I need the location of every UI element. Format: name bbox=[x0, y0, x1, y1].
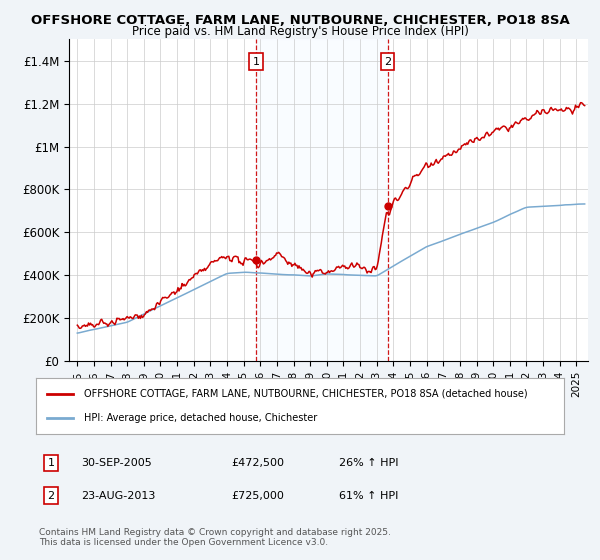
Text: OFFSHORE COTTAGE, FARM LANE, NUTBOURNE, CHICHESTER, PO18 8SA (detached house): OFFSHORE COTTAGE, FARM LANE, NUTBOURNE, … bbox=[83, 389, 527, 399]
Text: 2: 2 bbox=[47, 491, 55, 501]
Text: 61% ↑ HPI: 61% ↑ HPI bbox=[339, 491, 398, 501]
Text: 23-AUG-2013: 23-AUG-2013 bbox=[81, 491, 155, 501]
Text: 30-SEP-2005: 30-SEP-2005 bbox=[81, 458, 152, 468]
Text: 1: 1 bbox=[47, 458, 55, 468]
Text: £472,500: £472,500 bbox=[231, 458, 284, 468]
Text: £725,000: £725,000 bbox=[231, 491, 284, 501]
Text: Price paid vs. HM Land Registry's House Price Index (HPI): Price paid vs. HM Land Registry's House … bbox=[131, 25, 469, 38]
Text: HPI: Average price, detached house, Chichester: HPI: Average price, detached house, Chic… bbox=[83, 413, 317, 423]
Text: 2: 2 bbox=[384, 57, 391, 67]
Text: 26% ↑ HPI: 26% ↑ HPI bbox=[339, 458, 398, 468]
Text: Contains HM Land Registry data © Crown copyright and database right 2025.
This d: Contains HM Land Registry data © Crown c… bbox=[39, 528, 391, 547]
Text: OFFSHORE COTTAGE, FARM LANE, NUTBOURNE, CHICHESTER, PO18 8SA: OFFSHORE COTTAGE, FARM LANE, NUTBOURNE, … bbox=[31, 14, 569, 27]
Text: 1: 1 bbox=[253, 57, 260, 67]
Bar bbox=[256, 39, 388, 361]
